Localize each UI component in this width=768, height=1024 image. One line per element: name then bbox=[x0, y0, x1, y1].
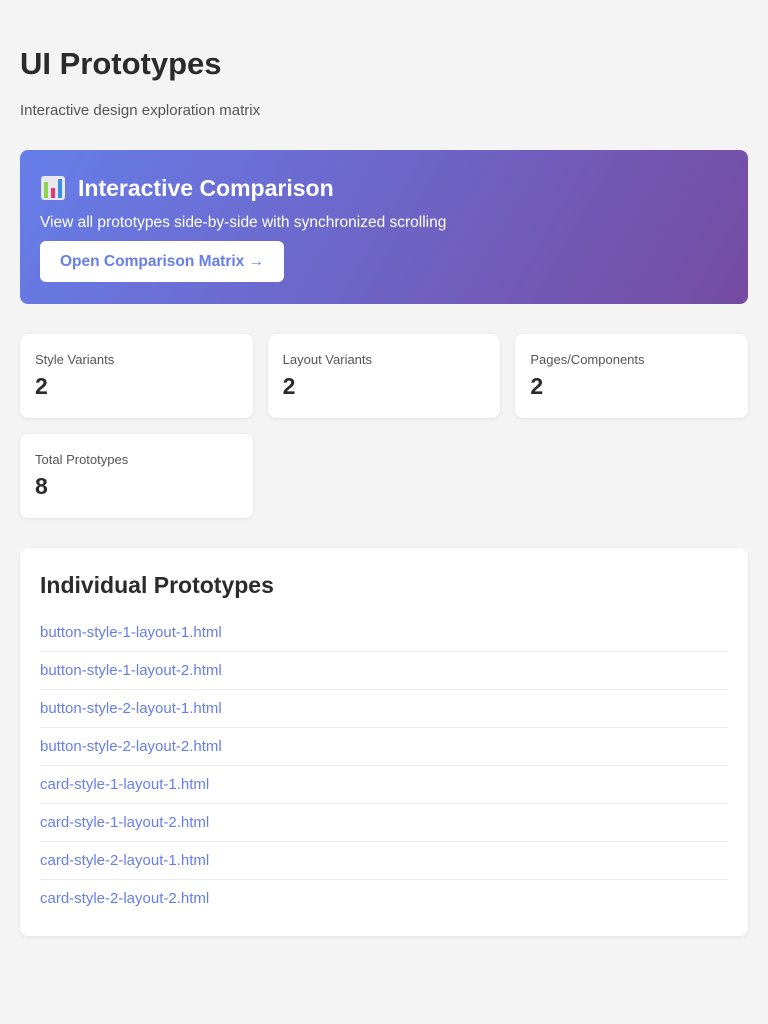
stat-label: Layout Variants bbox=[282, 352, 373, 367]
banner-heading: Interactive Comparison bbox=[40, 172, 728, 204]
stat-label: Style Variants bbox=[35, 352, 115, 367]
stat-value: 2 bbox=[35, 373, 48, 399]
page: UI Prototypes Interactive design explora… bbox=[20, 46, 748, 936]
stats-grid: Style Variants 2 Layout Variants 2 Pages… bbox=[20, 334, 748, 518]
prototype-link[interactable]: button-style-1-layout-2.html bbox=[40, 652, 728, 690]
stat-label: Pages/Components bbox=[530, 352, 645, 367]
page-title: UI Prototypes bbox=[20, 46, 222, 81]
stat-card-style-variants: Style Variants 2 bbox=[20, 334, 253, 418]
stat-label: Total Prototypes bbox=[35, 452, 129, 467]
prototype-link[interactable]: card-style-2-layout-2.html bbox=[40, 890, 210, 907]
prototype-link[interactable]: button-style-2-layout-2.html bbox=[40, 728, 728, 766]
stat-card-pages-components: Pages/Components 2 bbox=[515, 334, 748, 418]
prototype-list-card: Individual Prototypes button-style-1-lay… bbox=[20, 548, 748, 936]
prototype-list: button-style-1-layout-1.html button-styl… bbox=[40, 614, 728, 918]
prototype-link[interactable]: button-style-1-layout-1.html bbox=[40, 614, 728, 652]
stat-value: 8 bbox=[35, 473, 48, 499]
banner-description: View all prototypes side-by-side with sy… bbox=[40, 214, 447, 231]
prototype-link[interactable]: card-style-1-layout-2.html bbox=[40, 804, 728, 842]
banner-title: Interactive Comparison bbox=[78, 174, 334, 201]
stat-value: 2 bbox=[530, 373, 544, 399]
stat-card-layout-variants: Layout Variants 2 bbox=[267, 334, 501, 418]
stat-card-total-prototypes: Total Prototypes 8 bbox=[20, 434, 253, 518]
prototype-link[interactable]: card-style-2-layout-1.html bbox=[40, 842, 728, 880]
bar-chart-icon bbox=[41, 176, 65, 200]
page-subtitle: Interactive design exploration matrix bbox=[20, 102, 261, 119]
prototype-list-title: Individual Prototypes bbox=[40, 572, 274, 598]
open-comparison-matrix-button[interactable]: Open Comparison Matrix → bbox=[40, 241, 285, 282]
comparison-banner: Interactive Comparison View all prototyp… bbox=[20, 150, 748, 304]
prototype-link[interactable]: button-style-2-layout-1.html bbox=[40, 690, 728, 728]
stat-value: 2 bbox=[282, 373, 296, 399]
prototype-link[interactable]: card-style-1-layout-1.html bbox=[40, 766, 728, 804]
